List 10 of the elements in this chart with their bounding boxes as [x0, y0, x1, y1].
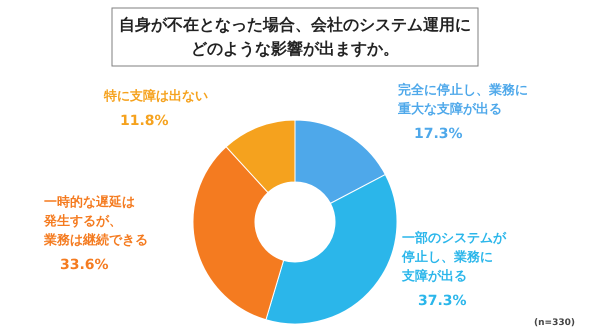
slice-label: 完全に停止し、業務に重大な支障が出る	[397, 82, 528, 117]
slice-label: 特に支障は出ない	[103, 88, 208, 104]
slice-label: 一時的な遅延は発生するが、業務は継続できる	[43, 195, 148, 248]
slice-label: 一部のシステムが停止し、業務に支障が出る	[401, 230, 507, 284]
data-label: 11.8%	[120, 113, 169, 129]
chart-title: 自身が不在となった場合、会社のシステム運用にどのような影響が出ますか。	[119, 15, 471, 58]
data-label: 33.6%	[60, 257, 109, 273]
data-label: 37.3%	[418, 293, 467, 309]
data-label: 17.3%	[414, 126, 463, 142]
text: (n=330)	[534, 318, 575, 328]
